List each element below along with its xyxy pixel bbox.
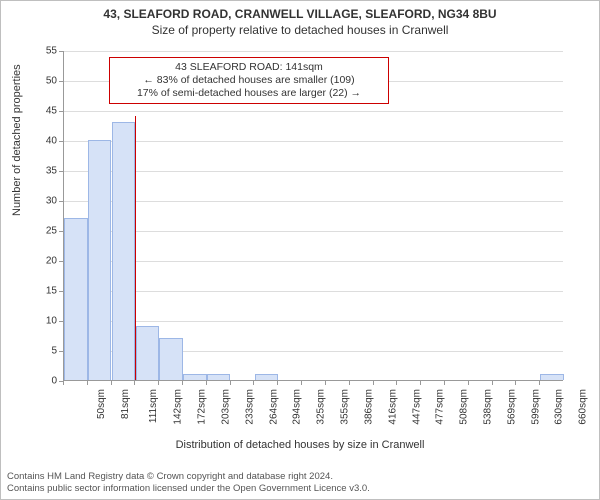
annotation-box: 43 SLEAFORD ROAD: 141sqm← 83% of detache… (109, 57, 389, 104)
x-tick-mark (301, 381, 302, 385)
x-tick-label: 508sqm (459, 389, 470, 425)
y-tick-mark (59, 81, 63, 82)
grid-line (64, 201, 563, 202)
grid-line (64, 141, 563, 142)
y-tick-mark (59, 51, 63, 52)
y-tick-label: 20 (7, 256, 57, 267)
x-tick-mark (277, 381, 278, 385)
grid-line (64, 291, 563, 292)
x-tick-label: 447sqm (411, 389, 422, 425)
x-tick-mark (468, 381, 469, 385)
x-tick-mark (420, 381, 421, 385)
x-tick-label: 50sqm (96, 389, 107, 419)
x-tick-label: 172sqm (197, 389, 208, 425)
x-tick-label: 142sqm (173, 389, 184, 425)
x-tick-label: 294sqm (292, 389, 303, 425)
x-tick-mark (230, 381, 231, 385)
x-tick-mark (87, 381, 88, 385)
y-tick-label: 15 (7, 286, 57, 297)
x-tick-label: 630sqm (554, 389, 565, 425)
x-tick-mark (492, 381, 493, 385)
y-tick-mark (59, 291, 63, 292)
y-tick-mark (59, 201, 63, 202)
grid-line (64, 231, 563, 232)
x-tick-label: 203sqm (221, 389, 232, 425)
y-tick-mark (59, 171, 63, 172)
y-tick-label: 10 (7, 316, 57, 327)
x-tick-label: 660sqm (578, 389, 589, 425)
x-tick-mark (325, 381, 326, 385)
histogram-bar (207, 374, 230, 380)
y-tick-mark (59, 111, 63, 112)
grid-line (64, 261, 563, 262)
x-tick-mark (539, 381, 540, 385)
annotation-line-1: 43 SLEAFORD ROAD: 141sqm (116, 61, 382, 74)
grid-line (64, 321, 563, 322)
histogram-bar (159, 338, 182, 380)
annotation-line-3: 17% of semi-detached houses are larger (… (116, 87, 382, 100)
x-tick-label: 355sqm (340, 389, 351, 425)
x-tick-label: 325sqm (316, 389, 327, 425)
x-tick-mark (206, 381, 207, 385)
y-tick-mark (59, 141, 63, 142)
histogram-bar (540, 374, 563, 380)
x-tick-label: 599sqm (530, 389, 541, 425)
y-tick-label: 5 (7, 346, 57, 357)
x-tick-label: 569sqm (506, 389, 517, 425)
y-tick-mark (59, 351, 63, 352)
y-tick-label: 45 (7, 106, 57, 117)
y-tick-label: 35 (7, 166, 57, 177)
y-tick-label: 30 (7, 196, 57, 207)
y-tick-label: 50 (7, 76, 57, 87)
y-tick-label: 0 (7, 376, 57, 387)
title-address: 43, SLEAFORD ROAD, CRANWELL VILLAGE, SLE… (1, 7, 599, 21)
x-tick-mark (253, 381, 254, 385)
histogram-bar (183, 374, 206, 380)
grid-line (64, 111, 563, 112)
x-tick-mark (396, 381, 397, 385)
y-tick-label: 25 (7, 226, 57, 237)
y-tick-mark (59, 321, 63, 322)
x-tick-mark (134, 381, 135, 385)
x-tick-mark (182, 381, 183, 385)
x-tick-label: 264sqm (268, 389, 279, 425)
x-tick-mark (373, 381, 374, 385)
grid-line (64, 51, 563, 52)
histogram-bar (64, 218, 87, 380)
footer-line-2: Contains public sector information licen… (7, 483, 593, 495)
x-tick-label: 233sqm (244, 389, 255, 425)
x-tick-label: 111sqm (148, 389, 159, 423)
x-axis-label: Distribution of detached houses by size … (1, 439, 599, 451)
chart-container: 43, SLEAFORD ROAD, CRANWELL VILLAGE, SLE… (0, 0, 600, 500)
x-tick-label: 81sqm (120, 389, 131, 419)
x-tick-label: 538sqm (483, 389, 494, 425)
footer: Contains HM Land Registry data © Crown c… (7, 471, 593, 495)
x-tick-mark (158, 381, 159, 385)
grid-line (64, 171, 563, 172)
y-tick-label: 40 (7, 136, 57, 147)
x-tick-mark (111, 381, 112, 385)
x-tick-mark (515, 381, 516, 385)
x-tick-mark (349, 381, 350, 385)
histogram-bar (112, 122, 135, 380)
titles: 43, SLEAFORD ROAD, CRANWELL VILLAGE, SLE… (1, 1, 599, 37)
x-tick-label: 416sqm (387, 389, 398, 425)
title-subtitle: Size of property relative to detached ho… (1, 23, 599, 37)
x-tick-label: 386sqm (363, 389, 374, 425)
histogram-bar (136, 326, 159, 380)
y-tick-mark (59, 231, 63, 232)
y-tick-mark (59, 261, 63, 262)
x-tick-mark (444, 381, 445, 385)
annotation-line-2: ← 83% of detached houses are smaller (10… (116, 74, 382, 87)
x-tick-label: 477sqm (435, 389, 446, 425)
footer-line-1: Contains HM Land Registry data © Crown c… (7, 471, 593, 483)
histogram-bar (88, 140, 111, 380)
y-tick-label: 55 (7, 46, 57, 57)
histogram-bar (255, 374, 278, 380)
marker-line (135, 116, 136, 380)
x-tick-mark (63, 381, 64, 385)
